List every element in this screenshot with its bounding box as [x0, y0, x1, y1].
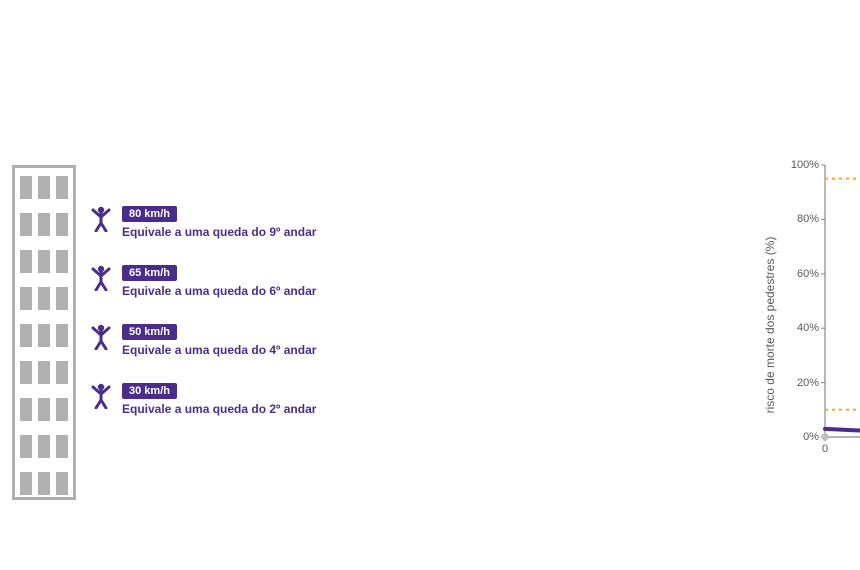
person-falling-icon: [90, 265, 112, 291]
speed-item: 30 km/h Equivale a uma queda do 2º andar: [90, 383, 316, 416]
speed-item: 80 km/h Equivale a uma queda do 9º andar: [90, 206, 316, 239]
speed-caption: Equivale a uma queda do 4º andar: [122, 343, 316, 357]
speed-item: 50 km/h Equivale a uma queda do 4º andar: [90, 324, 316, 357]
y-tick-label: 60%: [797, 268, 819, 280]
left-panel: 80 km/h Equivale a uma queda do 9º andar 6…: [0, 0, 380, 570]
chart-panel: Em um atropelamento a 60km/h, a chance d…: [380, 0, 860, 570]
speed-item: 65 km/h Equivale a uma queda do 6º andar: [90, 265, 316, 298]
risk-curve: [825, 166, 860, 431]
x-tick-label: 0: [822, 443, 828, 455]
y-tick-label: 80%: [797, 213, 819, 225]
chart-title: Em um atropelamento a 60km/h, a chance d…: [820, 118, 860, 153]
building-icon: [12, 165, 76, 500]
person-falling-icon: [90, 206, 112, 232]
person-falling-icon: [90, 324, 112, 350]
speed-equivalence-list: 80 km/h Equivale a uma queda do 9º andar 6…: [90, 206, 316, 416]
speed-badge: 80 km/h: [122, 206, 177, 222]
y-tick-label: 20%: [797, 377, 819, 389]
chart-area: risco de morte dos pedestres (%) velocid…: [770, 165, 860, 485]
plot-region: 0%20%40%60%80%100%01020304050607: [825, 165, 860, 437]
person-falling-icon: [90, 383, 112, 409]
y-tick-label: 100%: [791, 159, 819, 171]
speed-badge: 30 km/h: [122, 383, 177, 399]
y-tick-label: 0%: [803, 431, 819, 443]
speed-caption: Equivale a uma queda do 6º andar: [122, 284, 316, 298]
y-tick-label: 40%: [797, 322, 819, 334]
speed-badge: 65 km/h: [122, 265, 177, 281]
speed-caption: Equivale a uma queda do 2º andar: [122, 402, 316, 416]
y-axis-label: risco de morte dos pedestres (%): [763, 237, 777, 414]
speed-badge: 50 km/h: [122, 324, 177, 340]
speed-caption: Equivale a uma queda do 9º andar: [122, 225, 316, 239]
